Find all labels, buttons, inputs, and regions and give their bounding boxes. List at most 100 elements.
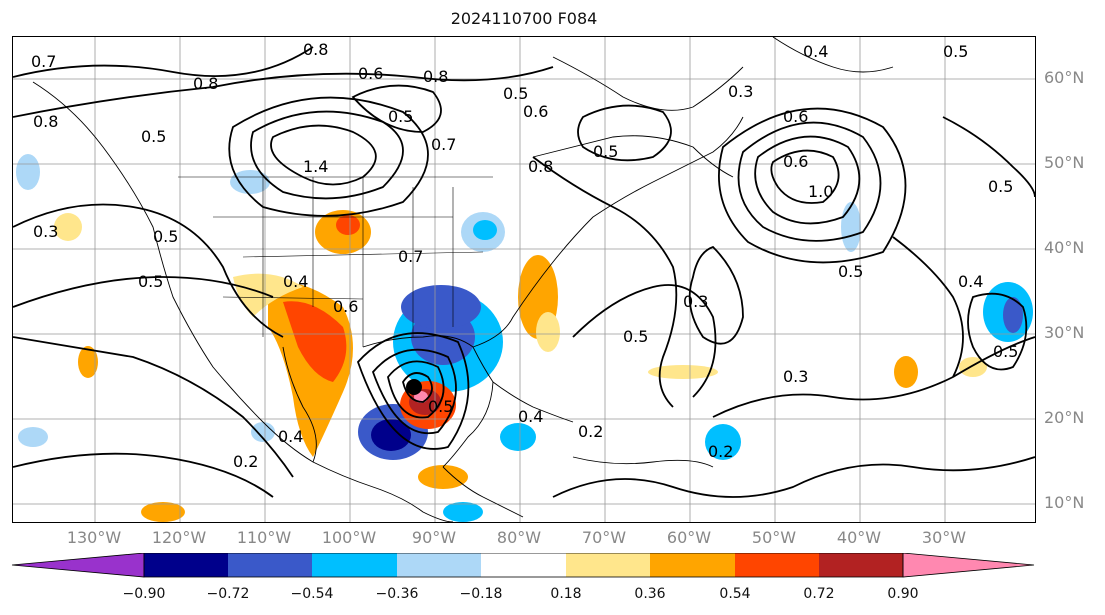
lon-label-80w: 80°W <box>496 528 542 547</box>
orange-anomaly-pacific-south <box>141 502 185 522</box>
colorbar-label: −0.72 <box>206 586 250 602</box>
contour-label: 0.2 <box>578 422 603 441</box>
contour-label: 0.6 <box>358 64 383 83</box>
contour-label: 0.2 <box>233 452 258 471</box>
contour-label: 0.5 <box>623 327 648 346</box>
contour-label: 0.2 <box>708 442 733 461</box>
colorbar-outline <box>143 553 904 578</box>
colorbar-label: −0.90 <box>122 586 166 602</box>
colorbar-bin <box>144 553 228 577</box>
colorbar-bin <box>312 553 397 577</box>
contour-label: 0.5 <box>503 84 528 103</box>
colorbar <box>11 553 1035 578</box>
contour-label: 0.8 <box>33 112 58 131</box>
contour-label: 0.3 <box>728 82 753 101</box>
lat-label-40n: 40°N <box>1044 238 1085 257</box>
lat-label-20n: 20°N <box>1044 408 1085 427</box>
contour-label: 1.0 <box>808 182 833 201</box>
lat-label-10n: 10°N <box>1044 493 1085 512</box>
colorbar-label: −0.54 <box>290 586 334 602</box>
lon-label-30w: 30°W <box>921 528 967 547</box>
lat-label-60n: 60°N <box>1044 68 1085 87</box>
contour-label: 0.5 <box>993 342 1018 361</box>
contour-label: 0.6 <box>523 102 548 121</box>
lat-label-30n: 30°N <box>1044 323 1085 342</box>
contour-label: 0.8 <box>528 157 553 176</box>
yellow-anomaly-pacific <box>54 213 82 241</box>
map-title: 2024110700 F084 <box>450 9 598 28</box>
contour-label: 0.4 <box>283 272 308 291</box>
borders <box>178 176 493 347</box>
blue-anomaly-eastatlantic-inner <box>1003 297 1023 333</box>
yellow-anomaly-bc <box>230 170 270 194</box>
colorbar-label: 0.54 <box>719 586 751 602</box>
blue-anomaly-westatlantic <box>705 424 741 460</box>
colorbar-label: 0.90 <box>887 586 919 602</box>
contour-label: 0.5 <box>388 107 413 126</box>
contour-label: 0.8 <box>303 40 328 59</box>
contour-labels: 0.7 0.8 0.6 0.8 0.8 0.5 0.5 0.6 0.7 1.4 … <box>31 40 1018 471</box>
orange-anomaly-ca-coast <box>78 346 98 378</box>
lon-label-90w: 90°W <box>411 528 457 547</box>
map-panel: 0.7 0.8 0.6 0.8 0.8 0.5 0.5 0.6 0.7 1.4 … <box>12 36 1036 523</box>
lon-label-120w: 120°W <box>151 528 207 547</box>
colorbar-label: −0.18 <box>459 586 503 602</box>
colorbar-extend-min <box>11 553 145 578</box>
blue-anomaly-midatlantic <box>841 202 861 252</box>
yellow-anomaly-eastcoast <box>536 312 560 352</box>
lon-label-40w: 40°W <box>836 528 882 547</box>
colorbar-bin <box>735 553 819 577</box>
contour-label: 0.5 <box>138 272 163 291</box>
contour-label: 0.8 <box>193 74 218 93</box>
red-anomaly-mexico <box>283 301 347 382</box>
colorbar-bin <box>228 553 312 577</box>
yellow-anomaly-midatlantic <box>648 365 718 379</box>
contour-label: 0.5 <box>593 142 618 161</box>
blue-anomaly-pacific-sw <box>251 422 275 442</box>
coastlines <box>32 37 894 522</box>
contour-label: 1.4 <box>303 157 328 176</box>
contour-label: 0.5 <box>838 262 863 281</box>
contour-label: 0.7 <box>398 247 423 266</box>
contour-label: 0.6 <box>333 297 358 316</box>
contour-label: 0.5 <box>943 42 968 61</box>
red-anomaly-plains <box>336 215 360 235</box>
colorbar-bin <box>481 553 566 577</box>
colorbar-bin <box>566 553 650 577</box>
contour-lines <box>13 46 1035 498</box>
contour-label: 0.7 <box>431 135 456 154</box>
lon-label-50w: 50°W <box>751 528 797 547</box>
blue-anomaly-caribbean <box>500 423 536 451</box>
blue-anomaly-greatlakes-inner <box>473 220 497 240</box>
contour-label: 0.3 <box>783 367 808 386</box>
contour-label: 0.4 <box>803 42 828 61</box>
lon-label-100w: 100°W <box>321 528 377 547</box>
blue-anomaly-mexico-inner <box>371 419 411 451</box>
contour-label: 0.5 <box>428 397 453 416</box>
lon-label-130w: 130°W <box>66 528 122 547</box>
colorbar-label: 0.36 <box>634 586 666 602</box>
colorbar-extend-max <box>902 553 1035 578</box>
colorbar-label: 0.18 <box>550 586 582 602</box>
contour-label: 0.4 <box>278 427 303 446</box>
contour-label: 0.5 <box>153 227 178 246</box>
lon-label-70w: 70°W <box>581 528 627 547</box>
graticule <box>13 37 1035 522</box>
blue-anomaly-pacific-nw <box>16 154 40 190</box>
lon-label-60w: 60°W <box>666 528 712 547</box>
orange-anomaly-midatlantic <box>894 356 918 388</box>
contour-label: 0.3 <box>683 292 708 311</box>
lon-label-110w: 110°W <box>236 528 292 547</box>
blue-anomaly-texas <box>401 285 481 329</box>
contour-label: 0.8 <box>423 67 448 86</box>
contour-label: 0.6 <box>783 107 808 126</box>
blue-anomaly-central-am <box>443 502 483 522</box>
contour-label: 0.3 <box>33 222 58 241</box>
contour-label: 0.4 <box>518 407 543 426</box>
colorbar-bin <box>397 553 481 577</box>
colorbar-label: 0.72 <box>803 586 835 602</box>
contour-label: 0.6 <box>783 152 808 171</box>
colorbar-bin <box>650 553 735 577</box>
contour-label: 0.5 <box>141 127 166 146</box>
shaded-fields <box>16 154 1033 522</box>
